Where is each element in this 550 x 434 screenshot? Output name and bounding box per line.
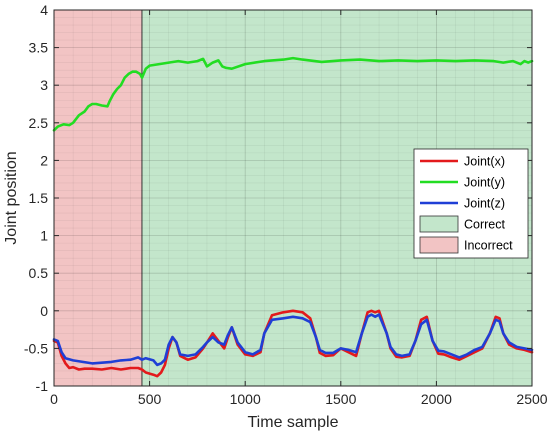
y-tick-label: 2 bbox=[40, 152, 48, 168]
y-axis: -1 -0.5 0 0.5 1 1.5 2 2.5 3 3.5 4 bbox=[24, 2, 532, 394]
x-tick-label: 2000 bbox=[421, 391, 452, 407]
y-tick-label: 3 bbox=[40, 77, 48, 93]
x-tick-label: 1000 bbox=[230, 391, 261, 407]
x-axis: 0 500 1000 1500 2000 2500 bbox=[50, 10, 548, 407]
series-line-joint-y bbox=[52, 56, 534, 132]
y-tick-label: 4 bbox=[40, 2, 48, 18]
legend-label: Joint(x) bbox=[464, 155, 505, 169]
y-tick-label: 3.5 bbox=[29, 40, 49, 56]
x-tick-label: 1500 bbox=[325, 391, 356, 407]
x-tick-label: 0 bbox=[50, 391, 58, 407]
y-tick-label: 1 bbox=[40, 228, 48, 244]
y-tick-label: -0.5 bbox=[24, 340, 48, 356]
y-tick-label: 0.5 bbox=[29, 265, 49, 281]
legend-label: Joint(y) bbox=[464, 176, 505, 190]
legend-label: Correct bbox=[464, 218, 506, 232]
legend-label: Incorrect bbox=[464, 239, 513, 253]
y-axis-label: Joint position bbox=[3, 151, 20, 244]
x-tick-label: 500 bbox=[138, 391, 162, 407]
legend-label: Joint(z) bbox=[464, 197, 505, 211]
series-line-joint-z bbox=[52, 313, 534, 367]
x-tick-label: 2500 bbox=[516, 391, 547, 407]
legend: Joint(x) Joint(y) Joint(z) Correct Incorrect bbox=[413, 148, 529, 259]
y-tick-label: 1.5 bbox=[29, 190, 49, 206]
region-incorrect bbox=[54, 10, 142, 386]
legend-swatch bbox=[419, 236, 459, 254]
series-layer bbox=[52, 56, 534, 378]
y-tick-label: 0 bbox=[40, 303, 48, 319]
series-line-joint-x bbox=[52, 309, 534, 378]
legend-swatch bbox=[419, 215, 459, 233]
y-tick-label: 2.5 bbox=[29, 115, 49, 131]
x-axis-label: Time sample bbox=[248, 414, 339, 431]
y-tick-label: -1 bbox=[36, 378, 49, 394]
